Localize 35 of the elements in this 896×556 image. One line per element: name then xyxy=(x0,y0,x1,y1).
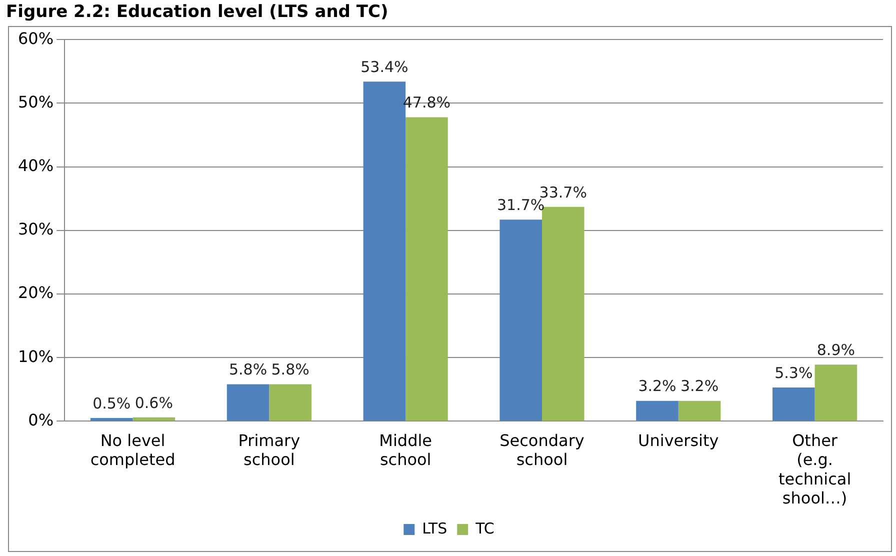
data-label: 0.6% xyxy=(134,394,173,412)
data-label: 0.5% xyxy=(92,394,131,412)
bar xyxy=(226,384,270,421)
bar xyxy=(500,220,542,421)
x-tick-label: University xyxy=(638,430,719,450)
y-tick-label: 10% xyxy=(18,346,54,366)
data-label: 5.8% xyxy=(271,360,310,379)
bar xyxy=(132,417,176,421)
y-tick-label: 40% xyxy=(18,156,54,175)
y-tick-label: 50% xyxy=(18,92,54,112)
bar xyxy=(636,400,678,421)
y-tick-label: 20% xyxy=(18,283,54,302)
data-label: 5.3% xyxy=(774,364,813,382)
bar xyxy=(678,400,721,421)
bar xyxy=(772,387,815,421)
legend-label: TC xyxy=(474,519,494,538)
bar xyxy=(406,117,448,421)
bar xyxy=(814,364,858,421)
chart-title: Figure 2.2: Education level (LTS and TC) xyxy=(6,2,388,22)
legend-label: LTS xyxy=(422,519,448,538)
data-label: 5.8% xyxy=(228,360,268,379)
x-tick-label: Middle school xyxy=(379,430,432,470)
x-tick-label: Secondary school xyxy=(500,430,584,470)
y-tick-label: 30% xyxy=(18,220,54,239)
x-tick-label: No level completed xyxy=(90,430,176,470)
data-label: 53.4% xyxy=(360,58,408,76)
bar xyxy=(90,418,133,421)
data-label: 3.2% xyxy=(638,377,676,396)
bar xyxy=(269,384,312,421)
x-tick-label: Primary school xyxy=(238,430,300,470)
data-label: 3.2% xyxy=(680,377,719,396)
data-label: 8.9% xyxy=(816,340,855,359)
y-tick-label: 60% xyxy=(18,28,54,48)
x-tick-label: Other (e.g. technical shool…) xyxy=(778,430,852,508)
y-tick-label: 0% xyxy=(28,410,54,430)
